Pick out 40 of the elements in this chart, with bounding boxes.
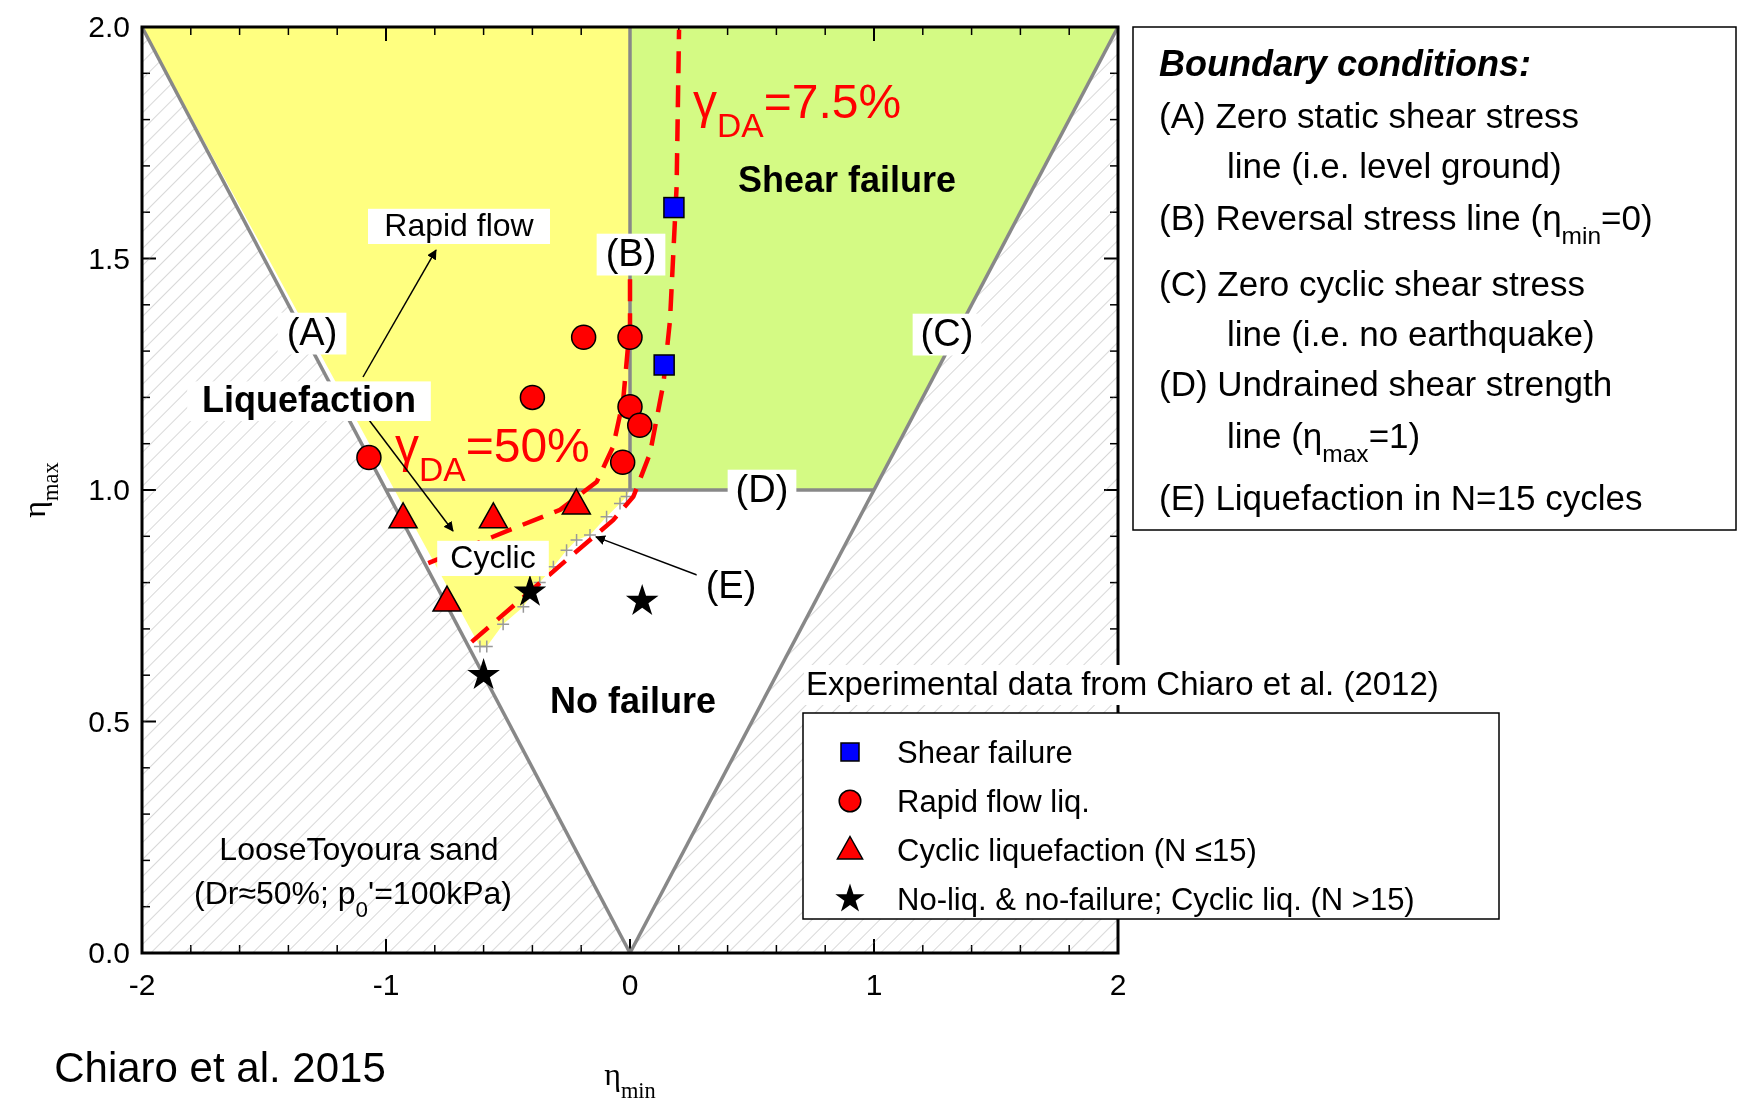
text: (C) Zero cyclic shear stress: [1159, 264, 1585, 303]
x-tick-label: 0: [621, 968, 639, 1001]
series-label: γ$_{DA}$=50%: [395, 419, 590, 488]
annotation: Shear failure: [737, 159, 957, 200]
legend-label: Rapid flow liq.: [897, 784, 1090, 819]
annotation: (D): [735, 468, 789, 510]
legend-label: Shear failure: [897, 735, 1073, 770]
text: Boundary conditions:: [1159, 43, 1531, 84]
x-tick-label: -1: [372, 968, 400, 1001]
x-tick-label: 1: [865, 968, 883, 1001]
annotation: No failure: [549, 680, 717, 721]
series-label: γ$_{DA}$=7.5%: [693, 75, 902, 144]
y-tick-label: 2.0: [88, 10, 130, 43]
annotation: Rapid flow: [384, 207, 535, 243]
y-tick-label: 0.5: [88, 704, 130, 738]
text: (E) Liquefaction in N=15 cycles: [1159, 478, 1643, 517]
annotation: (B): [605, 232, 657, 274]
legend-label: Cyclic liquefaction (N ≤15): [897, 833, 1257, 868]
annotation: (Dr≈50%; p$_{0}$'=100kPa): [193, 875, 513, 922]
x-axis-title: η$_{min}$: [604, 1056, 656, 1101]
text: (D) Undrained shear strength: [1159, 364, 1613, 403]
text: (A) Zero static shear stress: [1159, 96, 1580, 135]
legend-title: Experimental data from Chiaro et al. (2012): [806, 665, 1439, 702]
text: line (η$_{max}$=1): [1227, 416, 1421, 467]
x-tick-label: 2: [1109, 968, 1127, 1001]
legend-label: No-liq. & no-failure; Cyclic liq. (N >15): [897, 882, 1415, 917]
annotation: LooseToyoura sand: [219, 831, 499, 867]
text: line (i.e. no earthquake): [1227, 314, 1595, 353]
text: (B) Reversal stress line (η$_{min}$=0): [1159, 198, 1653, 249]
y-tick-label: 1.5: [88, 241, 130, 275]
text: Chiaro et al. 2015: [54, 1044, 386, 1091]
annotation: Cyclic: [450, 539, 536, 575]
annotation: Liquefaction: [202, 379, 416, 420]
annotation: (C): [920, 312, 974, 354]
annotation: (A): [286, 311, 338, 353]
annotation: (E): [705, 564, 757, 606]
y-tick-label: 0.0: [88, 936, 130, 969]
x-tick-label: -2: [128, 968, 156, 1001]
y-tick-label: 1.0: [88, 473, 130, 506]
text: line (i.e. level ground): [1227, 146, 1562, 185]
